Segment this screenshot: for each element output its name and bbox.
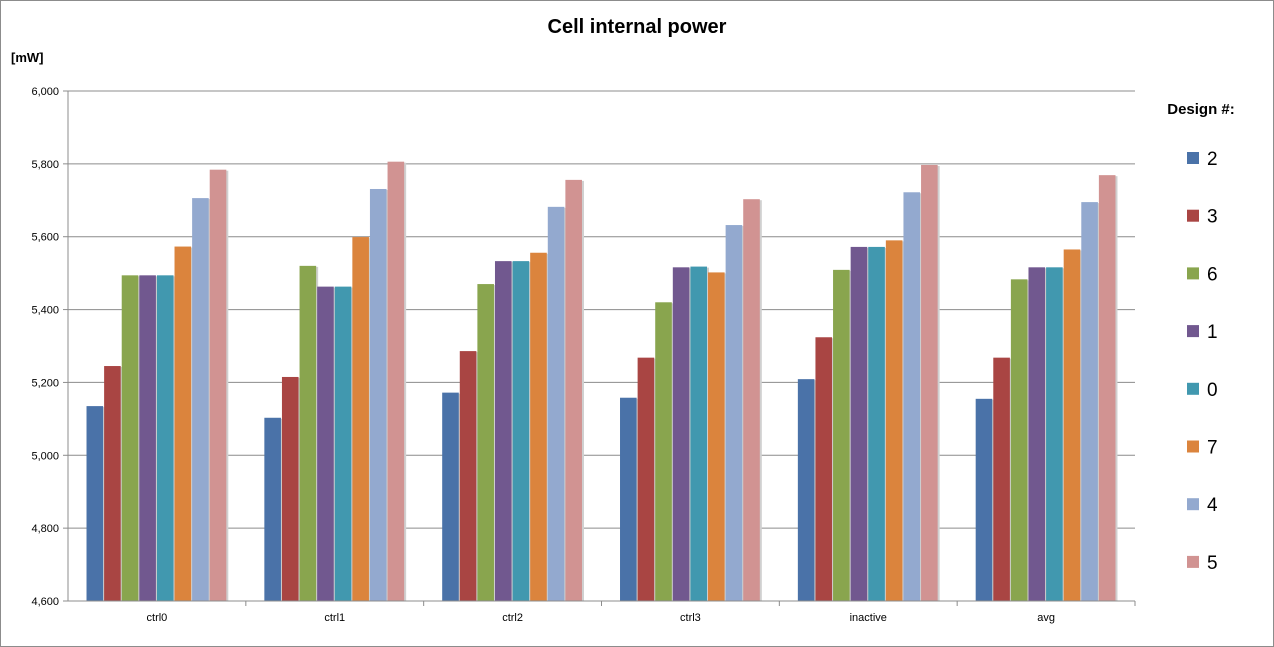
- bars: [86, 161, 1118, 602]
- legend-label: 3: [1207, 207, 1218, 228]
- bar-inactive-design-4: [903, 192, 921, 601]
- legend-swatch: [1187, 382, 1199, 395]
- x-tick-label: inactive: [850, 612, 887, 624]
- y-tick-label: 6,000: [31, 86, 59, 98]
- bar-ctrl3-design-2: [620, 397, 637, 601]
- chart-title: Cell internal power: [548, 16, 727, 38]
- bar-ctrl0-design-1: [139, 275, 156, 601]
- bar-ctrl1-design-7: [352, 237, 369, 602]
- bar-ctrl1-design-4: [369, 188, 387, 601]
- bar-ctrl1-design-2: [264, 417, 281, 601]
- bar-avg-design-4: [1081, 202, 1098, 601]
- legend-swatch: [1187, 440, 1199, 453]
- bar-inactive-design-7: [885, 240, 903, 601]
- y-tick-label: 5,800: [31, 159, 59, 171]
- y-tick-label: 5,000: [31, 450, 59, 462]
- bar-ctrl2-design-0: [512, 261, 530, 601]
- bar-inactive-design-3: [815, 337, 833, 601]
- bar-ctrl3-design-4: [725, 225, 743, 602]
- bar-ctrl0-design-4: [192, 198, 209, 601]
- legend-title: Design #:: [1167, 101, 1235, 118]
- y-tick-label: 4,600: [31, 596, 59, 608]
- bar-ctrl1-design-6: [299, 265, 317, 601]
- bar-ctrl2-design-5: [565, 179, 582, 601]
- legend-label: 2: [1207, 149, 1218, 170]
- bar-avg-design-6: [1010, 279, 1028, 601]
- legend-swatch: [1187, 152, 1199, 164]
- x-tick-label: avg: [1037, 612, 1055, 624]
- bar-avg-design-7: [1063, 249, 1081, 601]
- legend-swatch: [1187, 498, 1199, 511]
- y-axis-unit: [mW]: [11, 50, 44, 65]
- bar-ctrl2-design-6: [477, 284, 494, 601]
- bar-ctrl3-design-3: [637, 357, 655, 601]
- bar-ctrl0-design-0: [156, 275, 174, 601]
- bar-inactive-design-0: [868, 246, 885, 601]
- bar-ctrl3-design-7: [708, 272, 725, 601]
- bar-ctrl0-design-6: [121, 275, 139, 601]
- legend-swatch: [1187, 325, 1199, 338]
- bar-ctrl0-design-5: [209, 169, 227, 601]
- y-tick-label: 5,600: [31, 232, 59, 244]
- bar-ctrl1-design-5: [387, 161, 405, 601]
- legend-swatch: [1187, 555, 1199, 568]
- bar-ctrl2-design-2: [442, 392, 459, 601]
- bar-ctrl1-design-3: [281, 376, 299, 601]
- x-tick-label: ctrl0: [147, 612, 168, 624]
- x-tick-label: ctrl3: [680, 612, 701, 624]
- bar-avg-design-5: [1098, 175, 1116, 601]
- legend-label: 7: [1207, 438, 1218, 459]
- bar-inactive-design-5: [921, 164, 938, 601]
- y-tick-label: 5,200: [31, 377, 59, 389]
- x-tick-label: ctrl1: [324, 612, 345, 624]
- x-tick-label: ctrl2: [502, 612, 523, 624]
- bar-avg-design-3: [993, 357, 1010, 601]
- bar-ctrl3-design-5: [743, 199, 760, 601]
- bar-ctrl0-design-3: [104, 366, 121, 601]
- bar-ctrl2-design-4: [547, 206, 565, 602]
- bar-ctrl3-design-1: [672, 267, 690, 601]
- y-tick-label: 4,800: [31, 523, 59, 535]
- legend-swatch: [1187, 267, 1199, 280]
- bar-avg-design-0: [1046, 267, 1063, 601]
- bar-ctrl0-design-2: [86, 406, 104, 601]
- gridlines: [68, 90, 1135, 529]
- bar-avg-design-2: [975, 398, 993, 601]
- legend-label: 0: [1207, 380, 1218, 401]
- bar-avg-design-1: [1028, 267, 1046, 601]
- legend-label: 1: [1207, 322, 1218, 343]
- legend-label: 6: [1207, 264, 1218, 285]
- bar-ctrl1-design-1: [317, 286, 334, 601]
- bar-ctrl3-design-0: [690, 266, 708, 601]
- bar-inactive-design-6: [833, 269, 850, 601]
- bar-ctrl2-design-1: [494, 261, 512, 601]
- bar-inactive-design-2: [797, 379, 815, 601]
- bar-ctrl0-design-7: [174, 246, 192, 602]
- legend-label: 4: [1207, 495, 1218, 516]
- bar-ctrl1-design-0: [334, 286, 352, 601]
- y-tick-label: 5,400: [31, 305, 59, 317]
- bar-ctrl3-design-6: [655, 302, 672, 601]
- bar-inactive-design-1: [850, 246, 868, 601]
- axes: 4,600 4,800 5,000 5,200 5,400 5,600 5,800 6,000…: [31, 86, 1136, 624]
- bar-ctrl2-design-3: [459, 351, 477, 601]
- legend-label: 5: [1207, 553, 1218, 574]
- bar-ctrl2-design-7: [530, 252, 547, 601]
- legend-swatch: [1187, 209, 1199, 222]
